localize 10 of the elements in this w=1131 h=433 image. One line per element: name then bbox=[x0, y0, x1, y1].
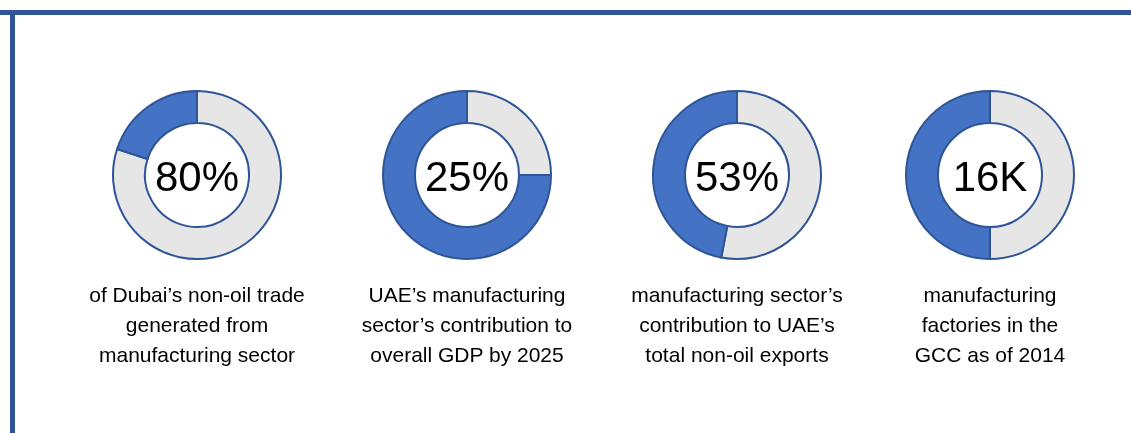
donut-slice bbox=[382, 90, 552, 260]
text: manufacturing factories in the GCC as of 2014 bbox=[914, 283, 1066, 366]
text: 80% bbox=[154, 153, 240, 200]
text: UAE’s manufacturing sector’s contribution to overall GDP by 2025 bbox=[361, 283, 573, 366]
text: 16K bbox=[952, 153, 1028, 200]
text: manufacturing sector’s contribution to UAE’s total non-oil exports bbox=[631, 283, 843, 366]
text: 53% bbox=[694, 153, 780, 200]
text: of Dubai’s non-oil trade generated from manufacturing sector bbox=[89, 283, 305, 366]
text: 25% bbox=[424, 153, 510, 200]
donut-slice bbox=[112, 90, 282, 260]
